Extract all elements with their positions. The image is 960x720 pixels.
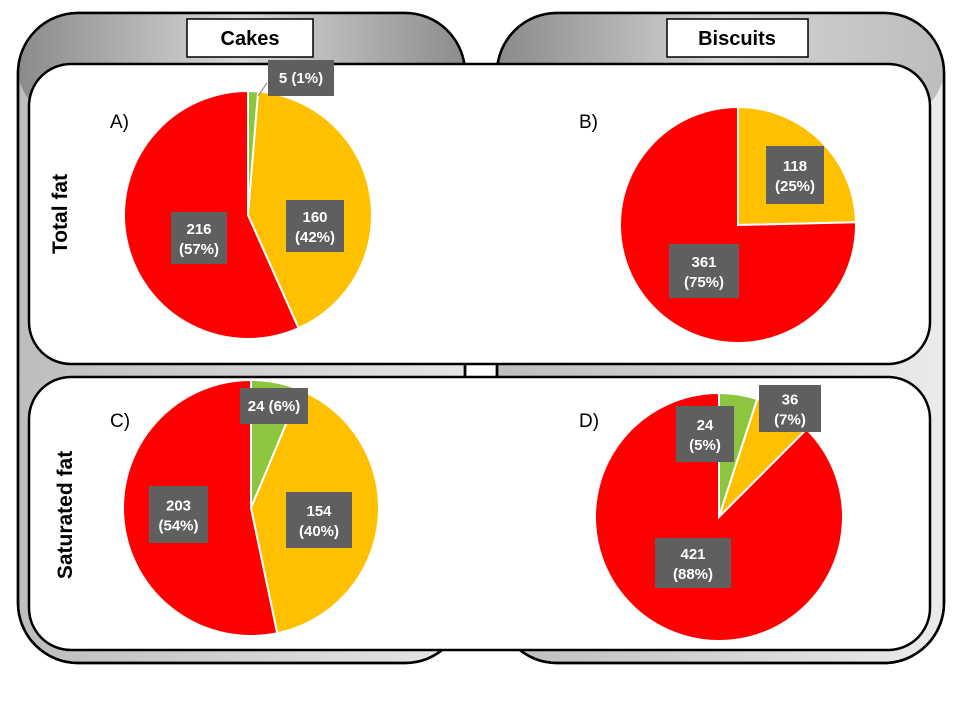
data-label-box <box>286 492 352 548</box>
data-label-box <box>655 538 731 588</box>
panel-letter-b: B) <box>579 112 598 133</box>
data-label: 36 (7%) <box>759 385 821 432</box>
data-label-box <box>766 146 824 204</box>
data-label-box <box>171 212 227 264</box>
data-label-text: 36 (7%) <box>774 392 806 429</box>
data-label: 216 (57%) <box>171 212 227 264</box>
data-label: 154 (40%) <box>286 492 352 548</box>
data-label-text: 160 (42%) <box>295 209 335 246</box>
data-label: 118 (25%) <box>766 146 824 204</box>
data-label-text: 5 (1%) <box>279 70 323 87</box>
leader-line <box>257 82 268 97</box>
data-label-box <box>676 406 734 462</box>
biscuits-header: Biscuits <box>666 18 809 58</box>
slice-labels: 5 (1%) 160 (42%) 216 (57%) 118 (25%) 361 (75%) 24… <box>149 60 824 588</box>
cakes-header-text: Cakes <box>221 28 280 50</box>
data-label: 160 (42%) <box>286 200 344 252</box>
data-label-box <box>149 486 208 543</box>
panel-letter-c: C) <box>110 411 130 432</box>
cakes-header: Cakes <box>186 18 314 58</box>
data-label-text: 421 (88%) <box>673 546 713 583</box>
data-label-text: 24 (6%) <box>248 398 301 415</box>
data-label-box <box>286 200 344 252</box>
row-label-saturated-fat: Saturated fat <box>54 451 77 579</box>
data-label: 203 (54%) <box>149 486 208 543</box>
row-label-total-fat: Total fat <box>49 174 72 254</box>
data-label: 24 (5%) <box>676 406 734 462</box>
data-label-text: 118 (25%) <box>775 158 815 195</box>
data-label-text: 24 (5%) <box>689 417 721 454</box>
column-headers: Cakes Biscuits <box>186 18 809 58</box>
data-label-box <box>268 60 334 96</box>
panel-letter-d: D) <box>579 411 599 432</box>
data-label-text: 361 (75%) <box>684 254 724 291</box>
pie-b <box>619 105 857 344</box>
data-label: 5 (1%) <box>257 60 334 97</box>
data-label-text: 216 (57%) <box>179 221 219 258</box>
data-label-text: 203 (54%) <box>158 498 198 535</box>
data-label: 24 (6%) <box>240 388 308 424</box>
panel-letter-a: A) <box>110 112 129 133</box>
data-label-text: 154 (40%) <box>299 503 339 540</box>
biscuits-header-text: Biscuits <box>698 28 776 50</box>
data-label: 421 (88%) <box>655 538 731 588</box>
data-label-box <box>759 385 821 432</box>
data-label: 361 (75%) <box>669 244 739 298</box>
data-label-box <box>240 388 308 424</box>
data-label-box <box>669 244 739 298</box>
